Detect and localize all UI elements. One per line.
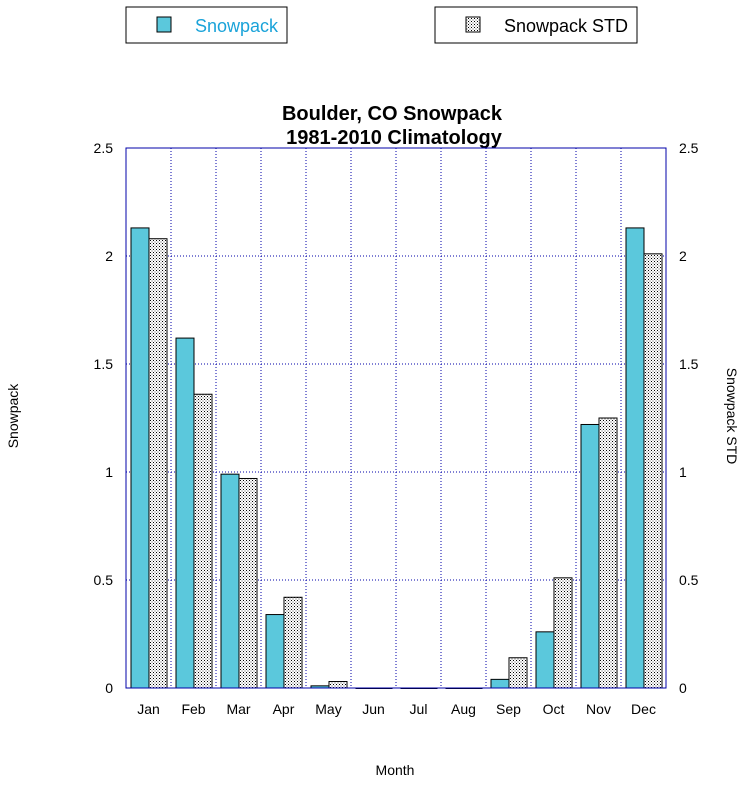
- legend-swatch-snowpack-std: [465, 16, 481, 33]
- y-axis-label-right: Snowpack STD: [724, 368, 740, 464]
- y-tick-label-left: 0: [105, 680, 113, 696]
- bar-snowpack-std-apr: [283, 596, 303, 689]
- bar-snowpack-sep: [490, 678, 510, 689]
- x-tick-label-sep: Sep: [496, 701, 521, 717]
- x-tick-label-apr: Apr: [273, 701, 295, 717]
- x-axis-label: Month: [376, 762, 415, 778]
- y-tick-label-right: 2.5: [679, 140, 699, 156]
- bar-snowpack-jan: [130, 227, 150, 689]
- x-tick-label-oct: Oct: [543, 701, 565, 717]
- bar-snowpack-std-oct: [553, 577, 573, 689]
- y-axis-right-ticks: 0 0.5 1 1.5 2 2.5: [679, 140, 699, 696]
- y-tick-label-right: 1: [679, 464, 687, 480]
- bar-snowpack-oct: [535, 631, 555, 689]
- chart-title-line-1: Boulder, CO Snowpack: [282, 103, 503, 125]
- x-tick-label-jul: Jul: [410, 701, 428, 717]
- y-tick-label-left: 2: [105, 248, 113, 264]
- bar-snowpack-std-sep: [508, 657, 528, 689]
- y-axis-left-ticks: 0 0.5 1 1.5 2 2.5: [94, 140, 114, 696]
- bar-snowpack-mar: [220, 473, 240, 689]
- x-tick-label-may: May: [315, 701, 341, 717]
- y-tick-label-left: 2.5: [94, 140, 114, 156]
- legend-swatch-snowpack: [156, 16, 172, 33]
- bar-snowpack-apr: [265, 614, 285, 689]
- y-tick-label-left: 1: [105, 464, 113, 480]
- bar-snowpack-std-dec: [643, 253, 663, 689]
- y-tick-label-left: 1.5: [94, 356, 114, 372]
- legend: Snowpack Snowpack STD: [125, 6, 638, 44]
- legend-box-snowpack: [125, 6, 288, 44]
- legend-label-snowpack-std: Snowpack STD: [504, 16, 628, 36]
- x-tick-label-aug: Aug: [451, 701, 476, 717]
- bar-snowpack-nov: [580, 423, 600, 689]
- x-tick-label-mar: Mar: [226, 701, 250, 717]
- plot-area: [125, 147, 667, 689]
- y-axis-label-left: Snowpack: [5, 383, 21, 449]
- bar-snowpack-std-nov: [598, 417, 618, 689]
- x-tick-label-nov: Nov: [586, 701, 611, 717]
- legend-label-snowpack: Snowpack: [195, 16, 279, 36]
- y-tick-label-right: 0.5: [679, 572, 699, 588]
- x-tick-label-jun: Jun: [362, 701, 385, 717]
- x-axis-ticks: Jan Feb Mar Apr May Jun Jul Aug Sep Oct Nov Dec: [137, 701, 656, 717]
- y-tick-label-right: 1.5: [679, 356, 699, 372]
- y-tick-label-right: 2: [679, 248, 687, 264]
- y-tick-label-right: 0: [679, 680, 687, 696]
- x-tick-label-jan: Jan: [137, 701, 160, 717]
- bar-snowpack-std-jan: [148, 238, 168, 689]
- bar-snowpack-feb: [175, 337, 195, 689]
- bar-snowpack-dec: [625, 227, 645, 689]
- y-tick-label-left: 0.5: [94, 572, 114, 588]
- x-tick-label-dec: Dec: [631, 701, 656, 717]
- chart-title-line-2: 1981-2010 Climatology: [286, 127, 503, 149]
- bar-snowpack-std-may: [328, 681, 348, 689]
- x-tick-label-feb: Feb: [181, 701, 205, 717]
- bar-snowpack-std-mar: [238, 477, 258, 689]
- bar-snowpack-std-feb: [193, 393, 213, 689]
